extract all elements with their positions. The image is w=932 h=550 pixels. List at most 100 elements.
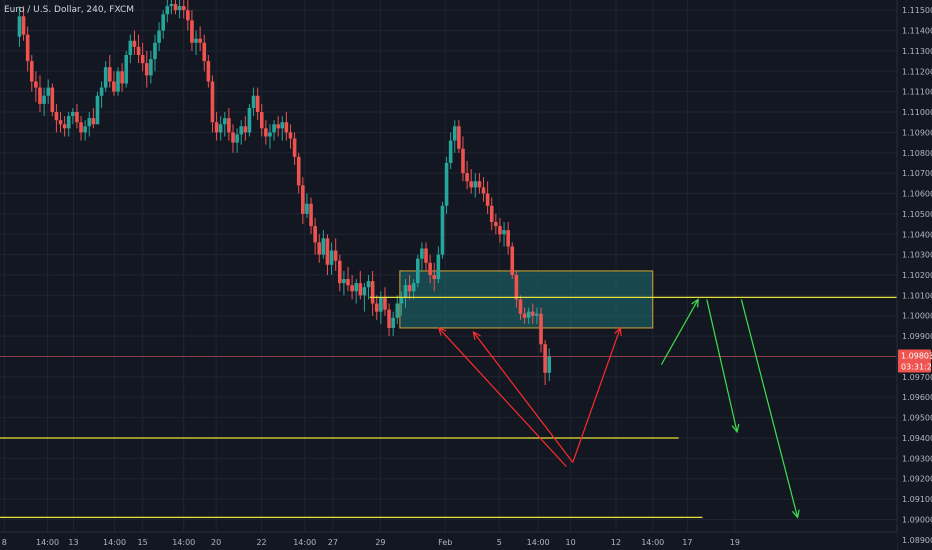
candle-body xyxy=(292,138,297,157)
candle-body xyxy=(506,230,510,247)
candle-body xyxy=(362,287,367,296)
candle-body xyxy=(144,63,149,76)
arrow-line xyxy=(660,299,699,365)
price-tick-label: 1.11200 xyxy=(902,67,932,76)
candle-body xyxy=(489,205,494,223)
candle-body xyxy=(222,118,227,125)
price-tick-label: 1.09300 xyxy=(902,454,932,463)
candle-body xyxy=(75,112,79,123)
time-tick-label: 15 xyxy=(138,538,148,547)
candle-body xyxy=(391,317,395,328)
candle-body xyxy=(124,55,129,84)
time-tick-label: 19 xyxy=(730,538,740,547)
candle-body xyxy=(452,126,457,141)
candle-body xyxy=(239,126,244,135)
candle-body xyxy=(79,122,83,133)
candle-body xyxy=(132,40,137,47)
candle-body xyxy=(116,71,120,92)
candle-body xyxy=(136,46,141,55)
candle-body xyxy=(395,303,400,318)
candle-body xyxy=(17,16,22,37)
candle-body xyxy=(218,124,223,133)
price-tick-label: 1.10200 xyxy=(902,271,932,280)
candle-body xyxy=(305,203,309,214)
price-tick-label: 1.09200 xyxy=(902,475,932,484)
candle-body xyxy=(21,16,26,35)
price-tick-label: 1.11100 xyxy=(902,88,932,97)
time-tick-label: 5 xyxy=(497,538,502,547)
candle-body xyxy=(333,250,338,261)
candle-body xyxy=(157,30,161,43)
candle-body xyxy=(481,187,486,194)
chart-title: Euro / U.S. Dollar, 240, FXCM xyxy=(4,5,134,15)
price-tick-label: 1.09400 xyxy=(902,434,932,443)
candle-body xyxy=(366,281,371,288)
zone-rect xyxy=(399,270,654,329)
arrow-head xyxy=(472,330,481,340)
candle-body xyxy=(370,281,375,304)
candle-body xyxy=(284,122,289,133)
time-tick-label: 12 xyxy=(611,538,621,547)
candle-body xyxy=(358,283,363,296)
candle-body xyxy=(526,311,531,318)
price-tick-label: 1.10100 xyxy=(902,291,932,300)
candle-body xyxy=(387,309,391,328)
time-axis[interactable]: 8 14:00 13 14:00 15 14:00 20 22 14:00 27 29 Feb 5 14:… xyxy=(0,531,897,550)
candle-body xyxy=(91,118,96,125)
price-tick-label: 1.09100 xyxy=(902,495,932,504)
time-tick-label: 17 xyxy=(682,538,692,547)
candle-body xyxy=(108,67,112,82)
candle-body xyxy=(440,205,445,255)
time-tick-label: 20 xyxy=(211,538,221,547)
candle-body xyxy=(514,275,519,300)
price-tick-label: 1.11300 xyxy=(902,47,932,56)
candle-body xyxy=(214,122,219,133)
price-label-countdown: 03:31:28 xyxy=(901,362,932,371)
candle-body xyxy=(522,313,527,318)
candle-body xyxy=(227,118,231,133)
candle-body xyxy=(444,162,449,206)
candle-body xyxy=(337,260,342,284)
candle-body xyxy=(46,87,51,96)
candle-body xyxy=(416,258,420,284)
candle-body xyxy=(140,55,145,64)
candle-body xyxy=(177,6,182,11)
time-tick-label: 27 xyxy=(328,538,338,547)
candle-body xyxy=(494,222,498,227)
candle-body xyxy=(83,126,87,133)
price-tick-label: 1.10000 xyxy=(902,312,932,321)
arrow-annotations xyxy=(437,298,800,519)
candle-body xyxy=(161,14,165,31)
price-label-box xyxy=(898,349,931,373)
candle-body xyxy=(190,20,194,43)
candle-body xyxy=(342,279,346,284)
candle-body xyxy=(383,297,387,310)
candle-body xyxy=(374,303,379,312)
candle-body xyxy=(99,87,104,96)
candle-body xyxy=(38,87,42,104)
arrow-line xyxy=(740,299,799,518)
price-tick-label: 1.10300 xyxy=(902,251,932,260)
candle-body xyxy=(424,248,428,263)
demand-zone xyxy=(399,270,654,329)
candle-body xyxy=(354,283,359,292)
candle-body xyxy=(198,38,202,43)
candle-body xyxy=(210,81,215,123)
candle-body xyxy=(477,181,482,188)
candle-body xyxy=(411,283,416,292)
candle-body xyxy=(268,132,272,137)
price-tick-label: 1.09000 xyxy=(902,515,932,524)
candle-body xyxy=(276,124,280,129)
time-tick-label: 14:00 xyxy=(293,538,316,547)
candle-body xyxy=(25,34,30,62)
price-tick-label: 1.09900 xyxy=(902,332,932,341)
price-axis[interactable]: 1.11500 1.11400 1.11300 1.11200 1.11100 1.110… xyxy=(896,0,932,550)
arrow-line xyxy=(572,327,621,463)
candle-body xyxy=(403,285,408,298)
candle-body xyxy=(231,132,235,143)
price-tick-label: 1.10900 xyxy=(902,128,932,137)
candle-body xyxy=(535,313,539,316)
candle-body xyxy=(498,226,502,235)
candle-body xyxy=(301,185,305,214)
